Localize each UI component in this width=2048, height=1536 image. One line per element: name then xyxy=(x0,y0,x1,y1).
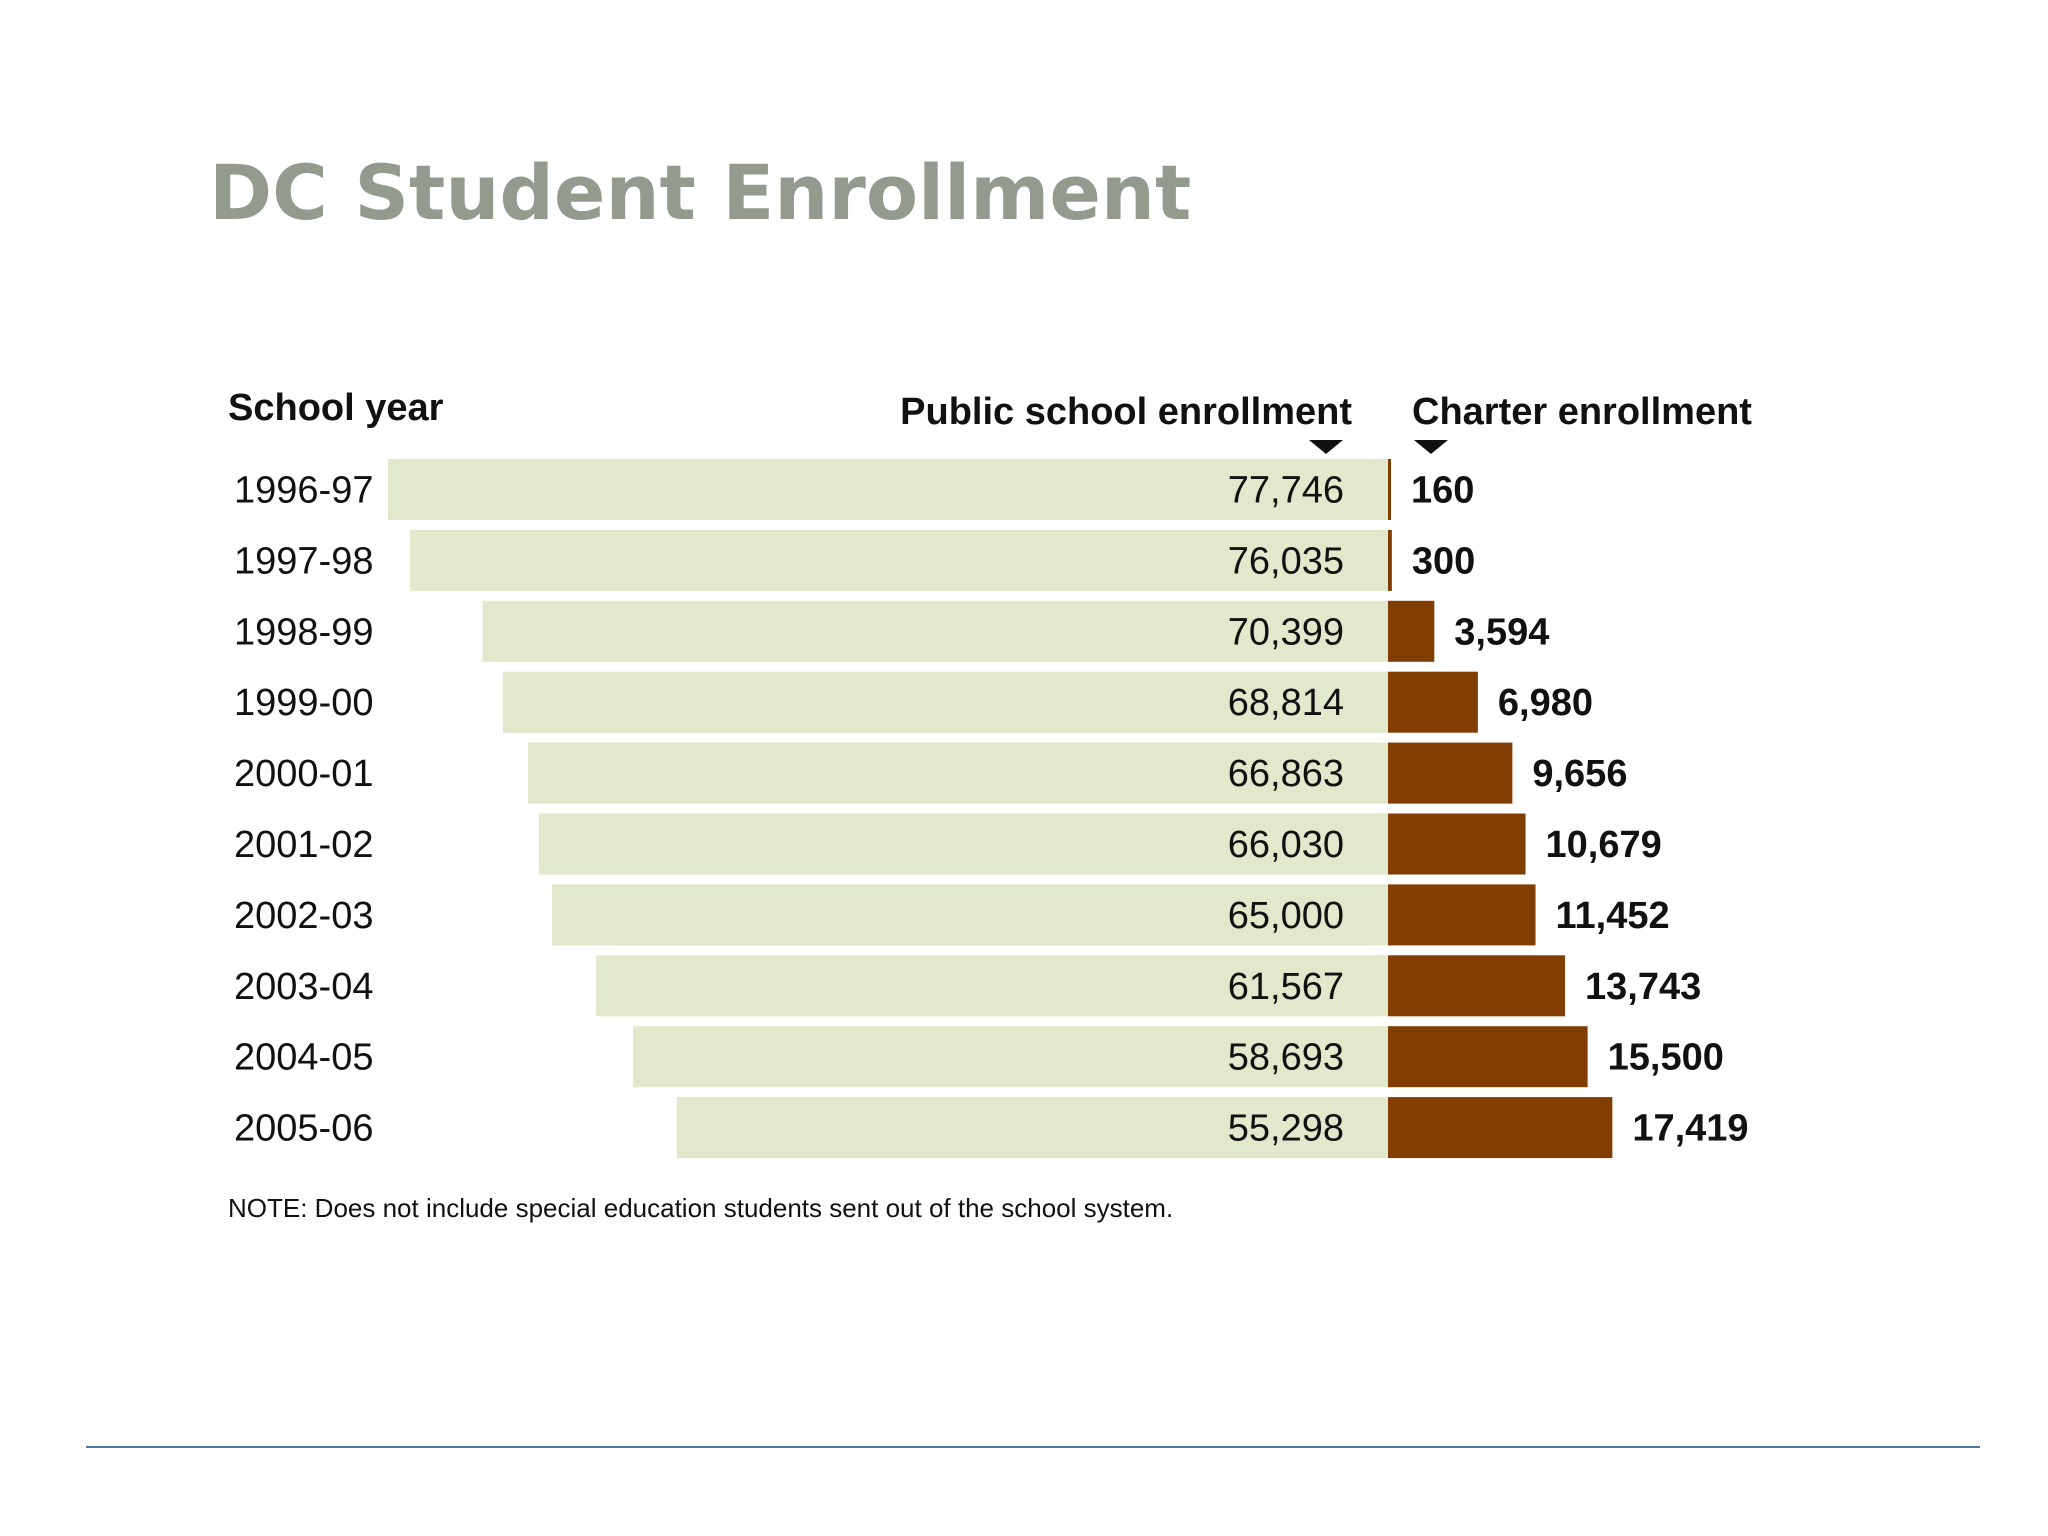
year-label: 2004-05 xyxy=(234,1037,373,1079)
charter-value-label: 15,500 xyxy=(1608,1037,1724,1079)
charter-bar xyxy=(1388,813,1526,875)
charter-value-label: 160 xyxy=(1411,470,1474,512)
chart-rows: 1996-97 77,746 160 1997-98 76,035 300 1998-99 7… xyxy=(234,459,1749,1159)
year-label: 2005-06 xyxy=(234,1108,373,1150)
public-bar xyxy=(538,813,1388,875)
charter-bar xyxy=(1388,955,1566,1017)
public-value-label: 70,399 xyxy=(1228,611,1344,653)
charter-value-label: 10,679 xyxy=(1546,824,1662,866)
charter-bar xyxy=(1388,884,1536,946)
charter-bar xyxy=(1388,459,1391,520)
charter-bar xyxy=(1388,742,1513,804)
year-label: 2000-01 xyxy=(234,753,373,795)
public-header-arrow-icon xyxy=(1309,440,1343,454)
year-label: 1999-00 xyxy=(234,682,373,724)
public-value-label: 68,814 xyxy=(1228,682,1344,724)
year-label: 1997-98 xyxy=(234,540,373,582)
charter-value-label: 9,656 xyxy=(1532,753,1627,795)
charter-value-label: 17,419 xyxy=(1632,1108,1748,1150)
public-value-label: 66,863 xyxy=(1228,753,1344,795)
public-bar xyxy=(676,1097,1388,1159)
public-bar xyxy=(633,1026,1388,1088)
charter-bar xyxy=(1388,1026,1588,1088)
public-value-label: 66,030 xyxy=(1228,824,1344,866)
public-bar xyxy=(410,529,1388,591)
public-value-label: 65,000 xyxy=(1228,895,1344,937)
public-value-label: 55,298 xyxy=(1228,1108,1344,1150)
public-value-label: 77,746 xyxy=(1228,470,1344,512)
charter-bar xyxy=(1388,600,1435,662)
year-label: 2002-03 xyxy=(234,895,373,937)
charter-value-label: 11,452 xyxy=(1556,895,1670,937)
charter-bar xyxy=(1388,529,1392,591)
public-bar xyxy=(527,742,1388,804)
charter-header-arrow-icon xyxy=(1414,440,1448,454)
header-school-year: School year xyxy=(228,387,444,429)
year-label: 2001-02 xyxy=(234,824,373,866)
charter-bar xyxy=(1388,671,1478,733)
header-charter-enrollment: Charter enrollment xyxy=(1412,391,1752,433)
public-bar xyxy=(482,600,1389,662)
public-bar xyxy=(502,671,1388,733)
charter-value-label: 3,594 xyxy=(1454,611,1549,653)
year-label: 1998-99 xyxy=(234,611,373,653)
charter-value-label: 300 xyxy=(1412,540,1475,582)
public-bar xyxy=(388,459,1388,520)
charter-bar xyxy=(1388,1097,1613,1159)
public-value-label: 76,035 xyxy=(1228,540,1344,582)
header-public-enrollment: Public school enrollment xyxy=(900,391,1352,433)
charter-value-label: 13,743 xyxy=(1585,966,1701,1008)
slide-title: DC Student Enrollment xyxy=(209,148,1192,237)
public-bar xyxy=(551,884,1388,946)
chart-note: NOTE: Does not include special education… xyxy=(228,1193,1173,1223)
charter-value-label: 6,980 xyxy=(1498,682,1593,724)
public-value-label: 58,693 xyxy=(1228,1037,1344,1079)
footer-divider xyxy=(86,1446,1980,1448)
public-bar xyxy=(596,955,1388,1017)
year-label: 1996-97 xyxy=(234,470,373,512)
public-value-label: 61,567 xyxy=(1228,966,1344,1008)
year-label: 2003-04 xyxy=(234,966,373,1008)
